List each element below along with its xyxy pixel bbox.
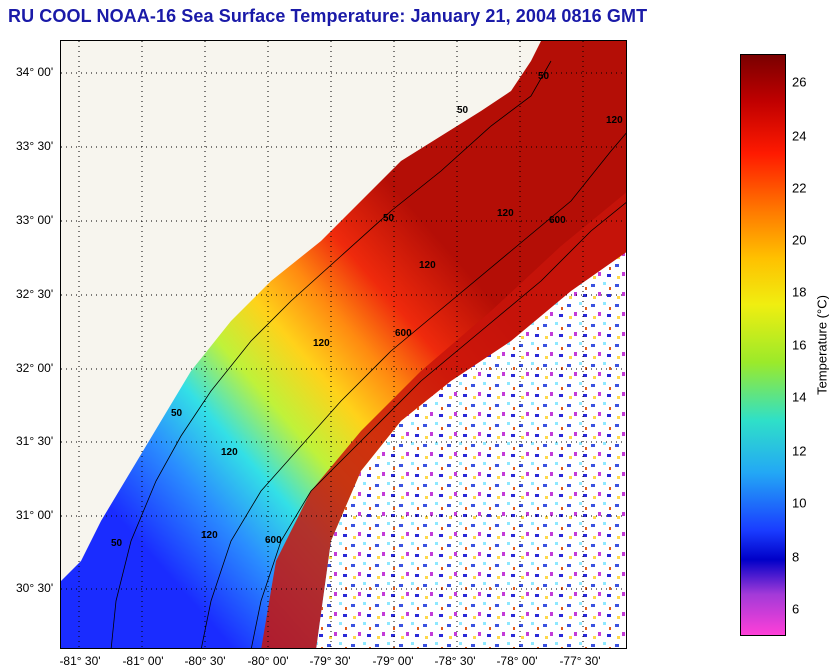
- contour-label: 120: [419, 260, 436, 271]
- contour-label: 50: [538, 71, 550, 82]
- contour-120: [200, 132, 626, 648]
- lon-label: -78° 00': [496, 654, 538, 668]
- contour-label: 120: [221, 447, 238, 458]
- colorbar-tick: 16: [792, 337, 807, 353]
- colorbar-tick: 24: [792, 128, 807, 144]
- colorbar-tick: 18: [792, 284, 807, 300]
- lon-label: -77° 30': [559, 654, 601, 668]
- lon-label: -78° 30': [434, 654, 476, 668]
- lat-label: 33° 00': [16, 213, 54, 227]
- sst-map: 50 50 50 50 50 120 120 120 120 120 120 6…: [60, 40, 627, 649]
- colorbar-tick: 12: [792, 443, 807, 459]
- lat-label: 30° 30': [16, 581, 54, 595]
- colorbar-tick: 6: [792, 601, 800, 617]
- contour-600: [250, 202, 626, 648]
- colorbar-tick: 22: [792, 180, 807, 196]
- lon-label: -81° 00': [122, 654, 164, 668]
- contour-label: 120: [497, 208, 514, 219]
- contour-50: [110, 60, 552, 648]
- contour-label: 120: [313, 338, 330, 349]
- cloud-speckle: [316, 251, 626, 648]
- lon-label: -79° 30': [309, 654, 351, 668]
- contour-label: 50: [383, 213, 395, 224]
- gulf-stream: [261, 191, 626, 648]
- lat-label: 32° 30': [16, 287, 54, 301]
- lat-label: 31° 00': [16, 508, 54, 522]
- contour-label: 600: [549, 215, 566, 226]
- lat-label: 31° 30': [16, 434, 54, 448]
- colorbar-label: Temperature (°C): [814, 295, 830, 395]
- lat-label: 34° 00': [16, 65, 54, 79]
- contour-label: 50: [111, 538, 123, 549]
- lon-label: -79° 00': [372, 654, 414, 668]
- colorbar-tick: 14: [792, 389, 807, 405]
- colorbar-tick: 8: [792, 549, 800, 565]
- lat-label: 32° 00': [16, 361, 54, 375]
- contour-label: 50: [171, 408, 183, 419]
- contour-label: 600: [265, 535, 282, 546]
- contour-label: 50: [457, 105, 469, 116]
- lon-label: -81° 30': [59, 654, 101, 668]
- lon-label: -80° 30': [184, 654, 226, 668]
- lon-label: -80° 00': [247, 654, 289, 668]
- contour-label: 120: [201, 530, 218, 541]
- colorbar-tick: 26: [792, 74, 807, 90]
- colorbar: [740, 54, 786, 636]
- contour-label: 120: [606, 115, 623, 126]
- colorbar-tick: 20: [792, 232, 807, 248]
- lat-label: 33° 30': [16, 139, 54, 153]
- colorbar-tick: 10: [792, 495, 807, 511]
- map-title: RU COOL NOAA-16 Sea Surface Temperature:…: [8, 6, 648, 26]
- contour-label: 600: [395, 328, 412, 339]
